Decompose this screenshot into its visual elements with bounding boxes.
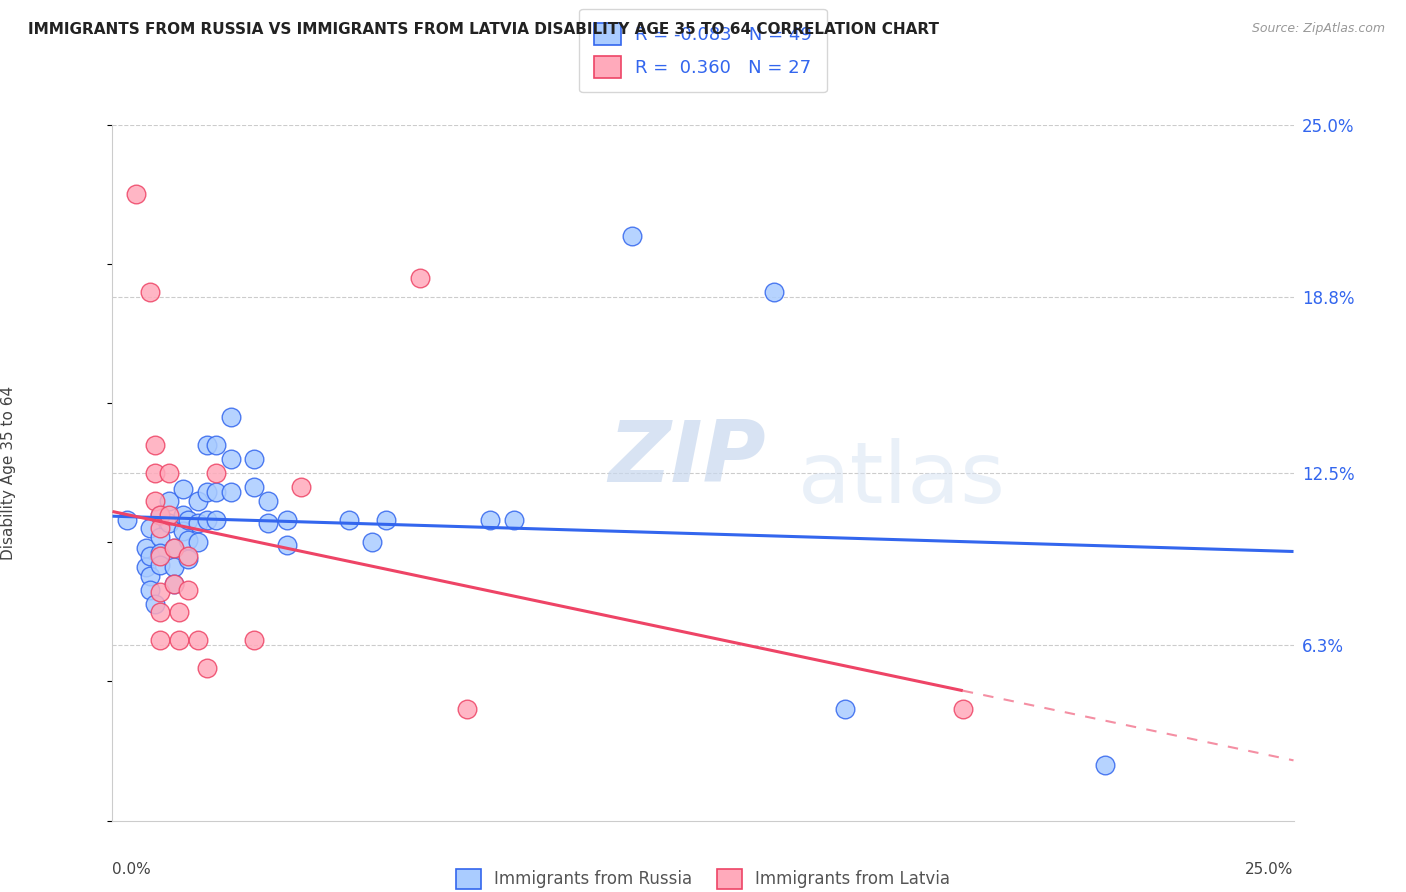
Point	[135, 560, 157, 574]
Point	[172, 524, 194, 539]
Point	[1094, 758, 1116, 772]
Point	[177, 552, 200, 566]
Point	[143, 438, 166, 452]
Point	[167, 605, 190, 619]
Point	[149, 632, 172, 647]
Text: ZIP: ZIP	[609, 417, 766, 500]
Point	[186, 516, 208, 530]
Text: atlas: atlas	[797, 438, 1005, 521]
Point	[157, 508, 180, 522]
Point	[195, 513, 218, 527]
Point	[408, 271, 430, 285]
Point	[219, 410, 242, 425]
Point	[205, 438, 228, 452]
Point	[361, 535, 384, 549]
Point	[205, 466, 228, 480]
Text: Source: ZipAtlas.com: Source: ZipAtlas.com	[1251, 22, 1385, 36]
Point	[163, 541, 186, 555]
Text: 25.0%: 25.0%	[1246, 863, 1294, 878]
Point	[149, 521, 172, 535]
Point	[149, 605, 172, 619]
Point	[139, 521, 162, 535]
Point	[157, 493, 180, 508]
Point	[115, 513, 138, 527]
Point	[186, 632, 208, 647]
Point	[375, 513, 398, 527]
Point	[143, 597, 166, 611]
Point	[163, 541, 186, 555]
Point	[337, 513, 360, 527]
Point	[167, 632, 190, 647]
Point	[621, 229, 644, 244]
Point	[139, 568, 162, 582]
Point	[952, 702, 974, 716]
Point	[243, 480, 266, 494]
Point	[276, 513, 298, 527]
Text: 0.0%: 0.0%	[112, 863, 152, 878]
Point	[195, 438, 218, 452]
Point	[177, 533, 200, 547]
Legend: Immigrants from Russia, Immigrants from Latvia: Immigrants from Russia, Immigrants from …	[449, 863, 957, 892]
Point	[135, 541, 157, 555]
Point	[149, 530, 172, 544]
Point	[205, 513, 228, 527]
Point	[163, 560, 186, 574]
Point	[163, 577, 186, 591]
Point	[172, 483, 194, 497]
Point	[290, 480, 312, 494]
Point	[503, 513, 526, 527]
Point	[149, 546, 172, 560]
Point	[257, 516, 280, 530]
Point	[205, 485, 228, 500]
Point	[195, 485, 218, 500]
Point	[143, 493, 166, 508]
Point	[276, 538, 298, 552]
Point	[177, 582, 200, 597]
Point	[157, 466, 180, 480]
Point	[163, 577, 186, 591]
Point	[257, 493, 280, 508]
Point	[149, 508, 172, 522]
Text: IMMIGRANTS FROM RUSSIA VS IMMIGRANTS FROM LATVIA DISABILITY AGE 35 TO 64 CORRELA: IMMIGRANTS FROM RUSSIA VS IMMIGRANTS FRO…	[28, 22, 939, 37]
Point	[219, 485, 242, 500]
Point	[479, 513, 502, 527]
Point	[186, 493, 208, 508]
Point	[177, 513, 200, 527]
Point	[143, 466, 166, 480]
Point	[139, 285, 162, 299]
Text: Disability Age 35 to 64: Disability Age 35 to 64	[1, 385, 15, 560]
Point	[177, 549, 200, 564]
Point	[149, 585, 172, 599]
Point	[139, 549, 162, 564]
Point	[195, 660, 218, 674]
Point	[139, 582, 162, 597]
Point	[243, 451, 266, 466]
Point	[219, 451, 242, 466]
Point	[762, 285, 785, 299]
Point	[186, 535, 208, 549]
Point	[834, 702, 856, 716]
Point	[125, 187, 148, 202]
Point	[149, 558, 172, 572]
Point	[149, 508, 172, 522]
Point	[456, 702, 478, 716]
Point	[243, 632, 266, 647]
Point	[149, 549, 172, 564]
Point	[157, 516, 180, 530]
Point	[172, 508, 194, 522]
